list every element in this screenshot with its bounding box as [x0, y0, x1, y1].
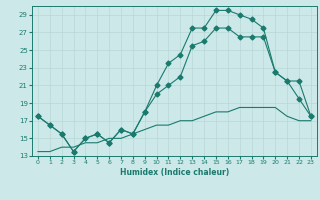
- X-axis label: Humidex (Indice chaleur): Humidex (Indice chaleur): [120, 168, 229, 177]
